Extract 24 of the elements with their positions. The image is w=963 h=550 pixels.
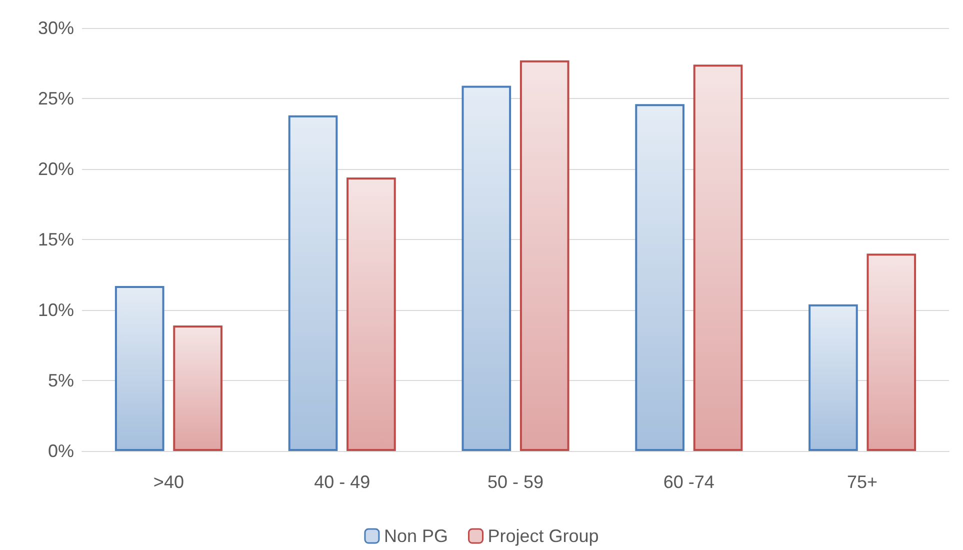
y-tick-label: 20% [38,159,74,179]
y-tick-label: 15% [38,230,74,250]
legend-label: Project Group [488,526,599,546]
bar [866,254,916,451]
x-tick-label: >40 [153,472,184,492]
bar [808,304,858,451]
bar [288,115,338,451]
bar [462,86,512,451]
bar [173,326,222,451]
x-tick-label: 60 -74 [663,472,714,492]
legend-label: Non PG [384,526,448,546]
y-tick-label: 25% [38,88,74,108]
bar [693,64,743,451]
y-tick-label: 30% [38,18,74,38]
x-tick-label: 75+ [847,472,878,492]
y-tick-label: 5% [48,370,74,390]
y-tick-label: 10% [38,300,74,320]
bar [635,104,684,451]
x-tick-label: 50 - 59 [487,472,544,492]
x-tick-label: 40 - 49 [314,472,370,492]
bar [346,177,396,451]
bar [520,60,570,451]
y-tick-label: 0% [48,441,74,461]
bar [114,286,164,451]
